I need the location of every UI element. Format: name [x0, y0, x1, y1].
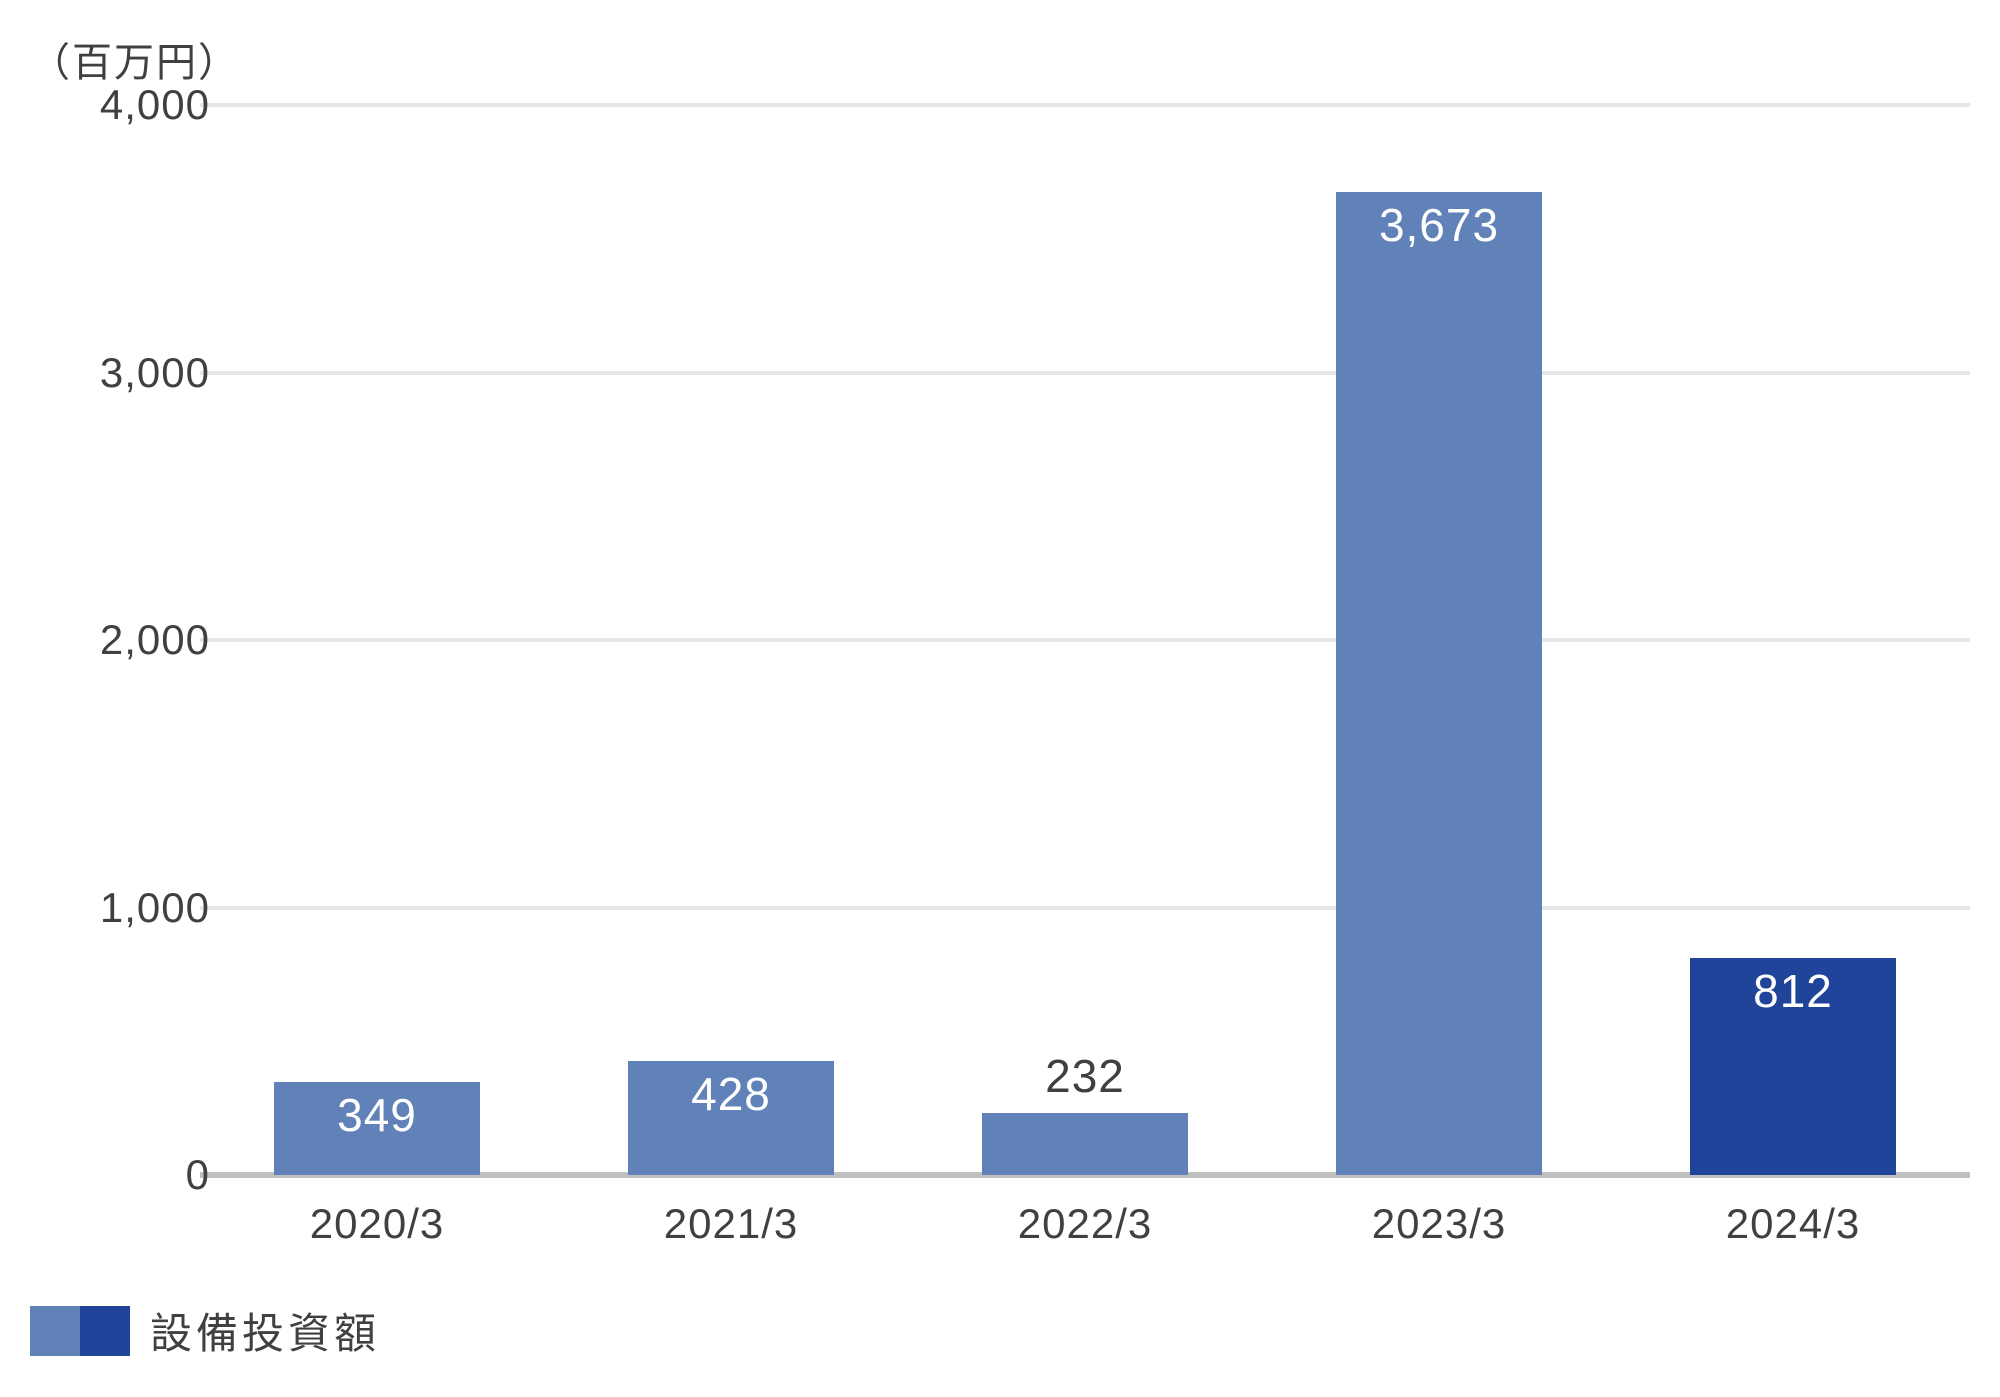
gridline — [200, 906, 1970, 910]
bar — [982, 1113, 1187, 1175]
x-tick-label: 2021/3 — [581, 1200, 881, 1248]
legend-swatch — [30, 1306, 80, 1356]
capex-bar-chart: （百万円） 349 428 232 3,673 812 設備投資額 0 1,000 2,00… — [0, 0, 2000, 1397]
legend-label: 設備投資額 — [150, 1300, 380, 1361]
gridline — [200, 638, 1970, 642]
legend-swatch — [80, 1306, 130, 1356]
bar-value-label: 3,673 — [1339, 198, 1539, 252]
y-axis-unit-label: （百万円） — [30, 30, 240, 88]
gridline — [200, 371, 1970, 375]
x-tick-label: 2020/3 — [227, 1200, 527, 1248]
y-tick-label: 1,000 — [50, 884, 210, 932]
legend: 設備投資額 — [30, 1300, 380, 1361]
gridline — [200, 103, 1970, 107]
y-tick-label: 0 — [50, 1151, 210, 1199]
x-tick-label: 2022/3 — [935, 1200, 1235, 1248]
bar-value-label: 232 — [985, 1049, 1185, 1103]
y-tick-label: 2,000 — [50, 616, 210, 664]
bar — [1336, 192, 1541, 1175]
x-tick-label: 2024/3 — [1643, 1200, 1943, 1248]
bar-value-label: 812 — [1693, 964, 1893, 1018]
plot-area: 349 428 232 3,673 812 — [200, 105, 1970, 1175]
bar-value-label: 428 — [631, 1067, 831, 1121]
x-tick-label: 2023/3 — [1289, 1200, 1589, 1248]
y-tick-label: 3,000 — [50, 349, 210, 397]
legend-swatches — [30, 1306, 130, 1356]
y-tick-label: 4,000 — [50, 81, 210, 129]
bar-value-label: 349 — [277, 1088, 477, 1142]
